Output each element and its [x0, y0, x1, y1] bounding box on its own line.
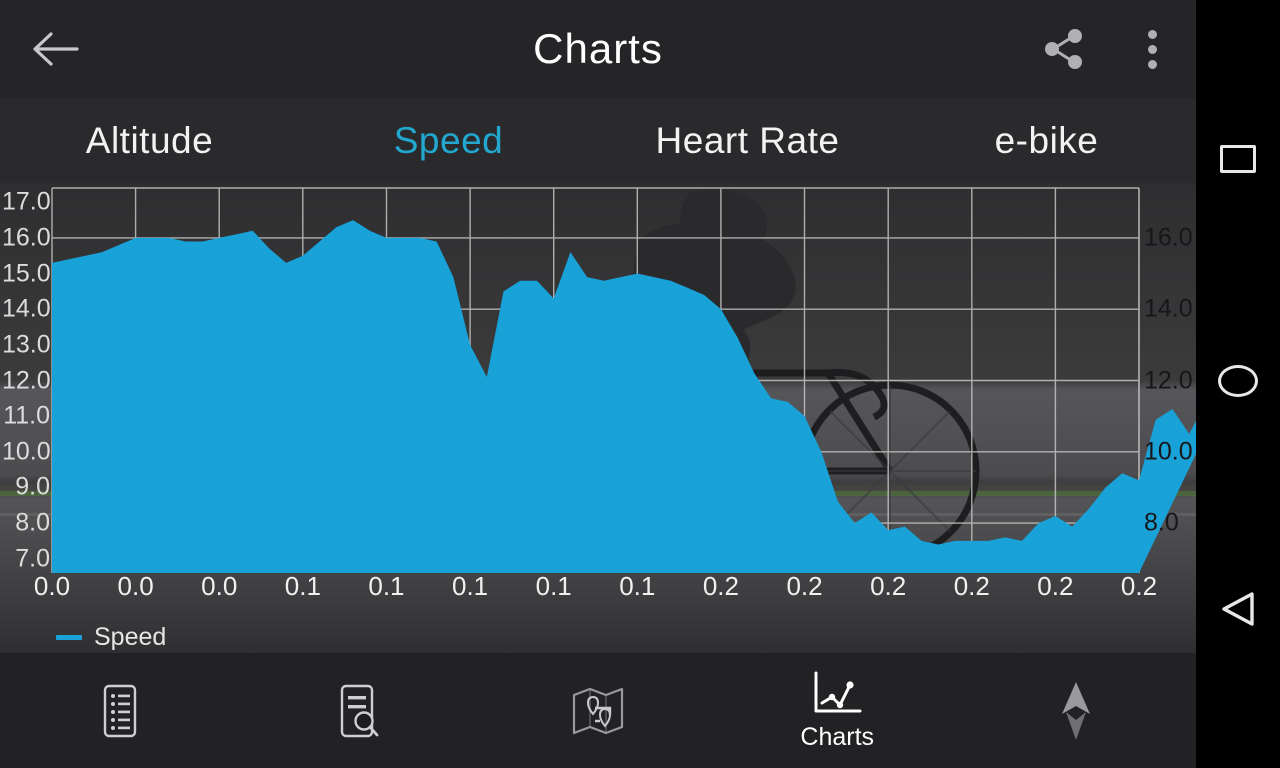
y-axis-left: 17.0 16.0 15.0 14.0 13.0 12.0 11.0 10.0 9.0 8.0 7.… — [0, 183, 51, 653]
x-axis-tick: 0.1 — [284, 571, 321, 601]
nav-item-details[interactable] — [239, 683, 478, 739]
nav-label-charts: Charts — [800, 723, 875, 751]
legend-label-speed: Speed — [94, 623, 167, 651]
y-axis-left-tick: 7.0 — [15, 544, 50, 573]
x-axis-tick: 0.2 — [870, 571, 907, 601]
y-axis-right-tick: 8.0 — [1144, 508, 1179, 537]
android-system-bar — [1196, 0, 1280, 768]
x-axis-tick: 0.2 — [1037, 571, 1074, 601]
app-window: Charts Altitude Speed Heart Rate e-bike — [0, 0, 1196, 768]
x-axis-tick: 0.1 — [619, 571, 656, 601]
speed-area-plot — [51, 187, 1196, 573]
nav-item-compass[interactable] — [957, 680, 1196, 742]
nav-item-list[interactable] — [0, 683, 239, 739]
x-axis-tick: 0.2 — [1120, 571, 1158, 601]
arrow-left-icon — [33, 32, 79, 66]
y-axis-right-tick: 12.0 — [1144, 366, 1193, 394]
y-axis-left-tick: 8.0 — [15, 508, 50, 537]
document-search-icon — [340, 684, 379, 737]
x-axis-tick: 0.2 — [786, 571, 823, 601]
nav-item-map[interactable] — [478, 683, 717, 739]
legend-swatch-speed — [56, 635, 82, 640]
tab-speed[interactable]: Speed — [393, 119, 504, 161]
y-axis-left-tick: 9.0 — [15, 472, 50, 501]
y-axis-left-tick: 10.0 — [2, 437, 51, 466]
tab-heart-rate[interactable]: Heart Rate — [655, 119, 840, 161]
y-axis-left-tick: 17.0 — [2, 187, 51, 216]
y-axis-left-tick: 14.0 — [2, 294, 51, 323]
chart-canvas[interactable]: 17.0 16.0 15.0 14.0 13.0 12.0 11.0 10.0 9.0 8.0 7.… — [0, 183, 1196, 653]
x-axis-tick: 0.2 — [953, 571, 990, 601]
recents-button[interactable] — [1220, 145, 1256, 173]
tab-e-bike[interactable]: e-bike — [994, 119, 1099, 161]
list-icon — [103, 684, 136, 737]
map-pins-icon — [572, 687, 624, 734]
x-axis-tick: 0.1 — [451, 571, 489, 601]
y-axis-right-tick: 16.0 — [1144, 223, 1193, 252]
speed-area-series — [52, 220, 1196, 573]
share-button[interactable] — [1036, 22, 1092, 76]
more-vertical-icon — [1147, 27, 1157, 72]
top-app-bar: Charts — [0, 0, 1196, 98]
y-axis-right-tick: 10.0 — [1144, 437, 1193, 466]
bottom-navigation: Charts — [0, 653, 1196, 768]
nav-item-charts[interactable]: Charts — [718, 669, 957, 752]
x-axis-tick: 0.0 — [117, 571, 154, 601]
x-axis-tick: 0.2 — [702, 571, 739, 601]
x-axis-tick: 0.0 — [201, 571, 238, 601]
x-axis-tick: 0.0 — [33, 571, 71, 601]
y-axis-right: 16.0 14.0 12.0 10.0 8.0 — [1140, 183, 1196, 653]
x-axis-tick: 0.1 — [535, 571, 572, 601]
share-icon — [1045, 29, 1082, 69]
tab-altitude[interactable]: Altitude — [85, 119, 214, 161]
y-axis-left-tick: 11.0 — [3, 401, 50, 430]
line-chart-icon — [814, 671, 862, 713]
y-axis-right-tick: 14.0 — [1144, 294, 1193, 323]
overflow-menu-button[interactable] — [1124, 22, 1180, 76]
chart-tabs: Altitude Speed Heart Rate e-bike — [0, 98, 1196, 183]
x-axis: 0.0 0.0 0.0 0.1 0.1 0.1 0.1 0.1 0.2 0.2 0.2 0.2 0.2 0… — [0, 571, 1196, 615]
x-axis-tick: 0.1 — [368, 571, 405, 601]
y-axis-left-tick: 15.0 — [2, 259, 51, 288]
back-button[interactable] — [28, 22, 84, 76]
chart-legend: Speed — [56, 623, 166, 652]
y-axis-left-tick: 16.0 — [2, 223, 51, 252]
y-axis-left-tick: 12.0 — [2, 366, 51, 394]
page-title: Charts — [533, 25, 663, 72]
navigation-arrow-icon — [1062, 681, 1091, 740]
y-axis-left-tick: 13.0 — [2, 330, 51, 359]
back-button-system[interactable] — [1220, 590, 1258, 628]
home-button[interactable] — [1218, 365, 1258, 397]
